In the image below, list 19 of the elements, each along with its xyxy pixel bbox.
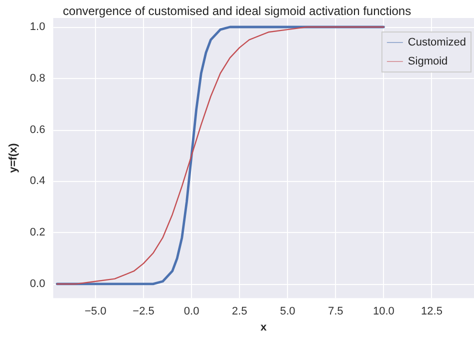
y-tick-label: 0.0 bbox=[30, 278, 46, 290]
y-tick-label: 0.2 bbox=[30, 226, 46, 239]
x-tick-label: 10.0 bbox=[372, 306, 394, 318]
x-tick-label: 2.5 bbox=[232, 306, 248, 318]
x-tick-label: 5.0 bbox=[280, 306, 296, 318]
x-tick-label: −5.0 bbox=[84, 306, 106, 318]
y-tick-label: 0.4 bbox=[30, 175, 46, 188]
y-axis-title: y=f(x) bbox=[8, 142, 20, 173]
x-tick-label: 0.0 bbox=[184, 306, 200, 318]
y-tick-label: 0.6 bbox=[30, 124, 46, 136]
x-axis-title: x bbox=[260, 322, 268, 334]
x-tick-label: 12.5 bbox=[421, 306, 442, 318]
y-tick-label: 1.0 bbox=[30, 20, 46, 33]
legend-label: Customized bbox=[408, 36, 466, 48]
x-tick-label: −2.5 bbox=[132, 306, 154, 318]
y-tick-label: 0.8 bbox=[30, 72, 46, 84]
chart-title: convergence of customised and ideal sigmoid activation functions bbox=[62, 4, 412, 18]
legend-label: Sigmoid bbox=[408, 56, 448, 68]
x-tick-label: 7.5 bbox=[328, 306, 344, 318]
